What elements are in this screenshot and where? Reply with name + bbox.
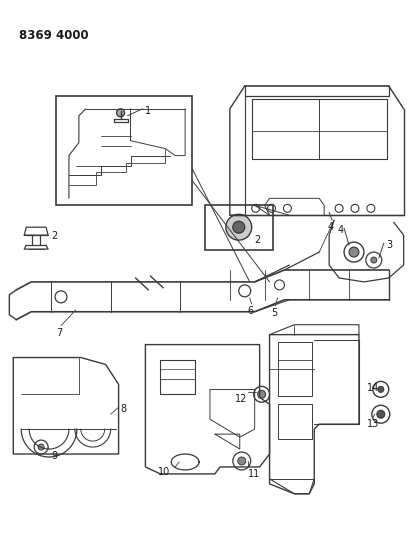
Text: 8369 4000: 8369 4000 bbox=[19, 29, 89, 42]
Bar bbox=[56, 96, 192, 205]
Circle shape bbox=[370, 257, 376, 263]
Text: 2: 2 bbox=[51, 231, 57, 241]
Circle shape bbox=[232, 221, 244, 233]
Text: 6: 6 bbox=[247, 306, 253, 316]
Text: 14: 14 bbox=[366, 383, 378, 393]
Circle shape bbox=[257, 390, 265, 398]
Text: 11: 11 bbox=[247, 469, 259, 479]
Bar bbox=[277, 342, 312, 397]
Circle shape bbox=[225, 214, 251, 240]
Bar bbox=[204, 205, 272, 250]
Text: 4: 4 bbox=[326, 222, 333, 232]
Text: 1: 1 bbox=[145, 106, 151, 116]
Circle shape bbox=[237, 457, 245, 465]
Text: 4: 4 bbox=[336, 225, 342, 235]
Text: 10: 10 bbox=[158, 467, 170, 477]
Text: 13: 13 bbox=[366, 419, 378, 429]
Circle shape bbox=[377, 386, 383, 392]
Bar bbox=[277, 404, 312, 439]
Text: 2: 2 bbox=[254, 235, 260, 245]
Text: 12: 12 bbox=[234, 394, 247, 405]
Text: 9: 9 bbox=[51, 451, 57, 461]
Circle shape bbox=[348, 247, 358, 257]
Text: 5: 5 bbox=[271, 308, 277, 318]
Text: 7: 7 bbox=[56, 328, 62, 338]
Circle shape bbox=[376, 410, 384, 418]
Circle shape bbox=[116, 109, 124, 117]
Text: 8: 8 bbox=[120, 404, 126, 414]
Text: 3: 3 bbox=[386, 240, 392, 250]
Circle shape bbox=[38, 444, 44, 450]
